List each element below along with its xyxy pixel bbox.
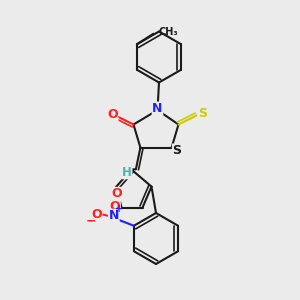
Text: O: O	[91, 208, 102, 221]
Text: S: S	[172, 144, 182, 157]
Text: S: S	[198, 107, 207, 120]
Text: N: N	[152, 102, 163, 115]
Text: −: −	[85, 214, 96, 227]
Text: N: N	[109, 209, 119, 222]
Text: O: O	[110, 200, 120, 214]
Text: CH₃: CH₃	[159, 27, 178, 37]
Text: H: H	[122, 166, 132, 179]
Text: +: +	[115, 204, 123, 214]
Text: O: O	[112, 188, 122, 200]
Text: O: O	[107, 108, 118, 122]
